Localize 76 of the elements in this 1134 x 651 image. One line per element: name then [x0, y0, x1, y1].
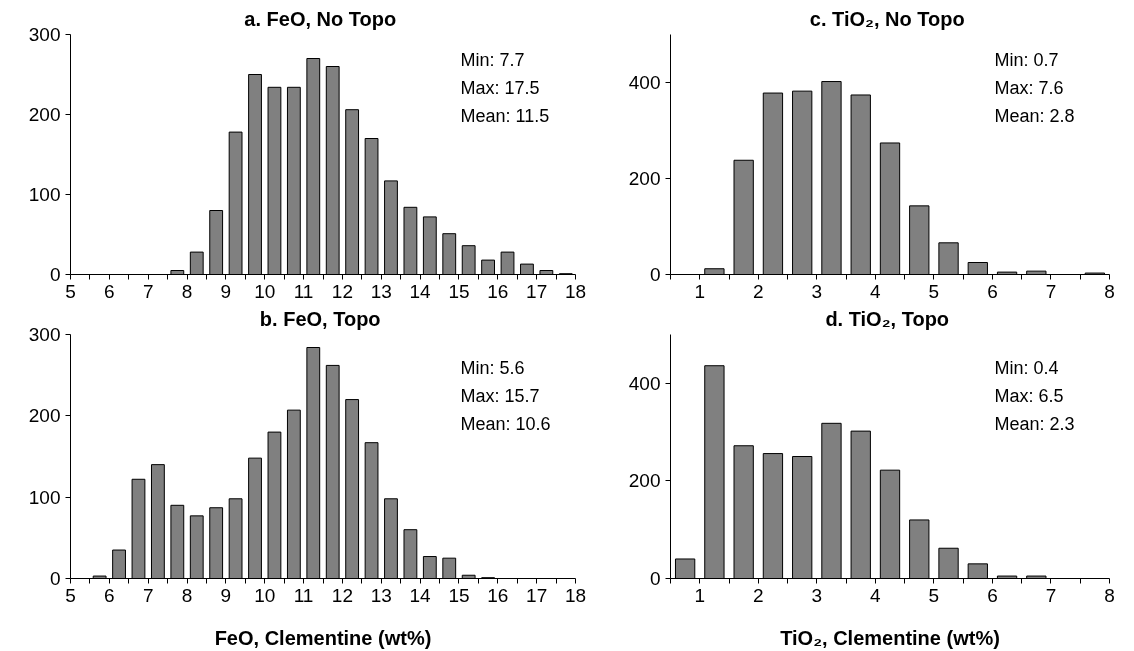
y-tick-label: 100 [28, 184, 61, 205]
x-tick-label: 8 [1104, 584, 1115, 606]
x-tick-label: 16 [487, 280, 509, 302]
x-tick-label: 10 [254, 584, 276, 606]
y-tick-label: 200 [28, 104, 61, 125]
x-tick-label: 8 [1104, 280, 1115, 302]
y-tick-label: 300 [28, 324, 61, 345]
x-tick-label: 8 [181, 280, 193, 302]
x-tick-label: 7 [1045, 280, 1057, 302]
annotation: Min: 5.6 [460, 357, 525, 378]
x-tick-label: 4 [870, 584, 882, 606]
chart-title: b. FeO, Topo [259, 307, 381, 330]
x-tick-label: 6 [104, 584, 115, 606]
annotation: Min: 0.4 [994, 357, 1059, 378]
x-tick-label: 14 [409, 280, 432, 302]
x-tick-label: 4 [870, 280, 882, 302]
x-tick-label: 2 [753, 280, 764, 302]
x-tick-label: 5 [928, 280, 940, 302]
annotation: Max: 15.7 [460, 385, 540, 406]
chart-title: a. FeO, No Topo [244, 7, 397, 30]
annotation: Mean: 2.8 [994, 105, 1075, 126]
x-tick-label: 15 [448, 280, 470, 302]
x-tick-label: 15 [448, 584, 470, 606]
y-tick-label: 400 [628, 72, 661, 93]
x-tick-label: 11 [293, 584, 314, 606]
x-tick-label: 5 [928, 584, 940, 606]
chart-title: d. TiO₂, Topo [825, 307, 950, 330]
x-tick-label: 17 [526, 280, 548, 302]
x-tick-label: 12 [331, 280, 353, 302]
annotation: Max: 7.6 [994, 77, 1064, 98]
x-tick-label: 6 [104, 280, 115, 302]
x-axis-title: FeO, Clementine (wt%) [214, 626, 432, 649]
y-tick-label: 200 [628, 168, 661, 189]
x-tick-label: 5 [65, 280, 76, 302]
x-tick-label: 6 [987, 584, 998, 606]
x-tick-label: 14 [409, 584, 432, 606]
annotation: Mean: 2.3 [994, 413, 1075, 434]
x-axis-title: TiO₂, Clementine (wt%) [780, 626, 1000, 649]
y-tick-label: 400 [628, 372, 661, 394]
x-tick-label: 18 [564, 584, 587, 606]
x-tick-label: 7 [1045, 584, 1057, 606]
x-tick-label: 10 [254, 280, 276, 302]
annotation: Mean: 10.6 [460, 413, 551, 434]
x-tick-label: 5 [65, 584, 76, 606]
x-tick-label: 11 [293, 280, 314, 302]
x-tick-label: 13 [370, 584, 392, 606]
y-tick-label: 0 [649, 264, 661, 285]
x-tick-label: 7 [142, 584, 154, 606]
x-tick-label: 7 [142, 280, 154, 302]
x-tick-label: 3 [811, 280, 823, 302]
x-tick-label: 9 [220, 584, 232, 606]
x-tick-label: 13 [370, 280, 392, 302]
x-tick-label: 2 [753, 584, 764, 606]
y-tick-label: 300 [28, 24, 61, 45]
y-tick-label: 0 [649, 568, 661, 589]
x-tick-label: 16 [487, 584, 509, 606]
annotation: Min: 7.7 [460, 49, 525, 70]
x-tick-label: 12 [331, 584, 353, 606]
x-tick-label: 3 [811, 584, 823, 606]
x-tick-label: 6 [987, 280, 998, 302]
y-tick-label: 0 [49, 264, 61, 285]
y-tick-label: 0 [49, 568, 61, 589]
chart-title: c. TiO₂, No Topo [809, 7, 965, 30]
annotation: Min: 0.7 [994, 49, 1059, 70]
x-tick-label: 1 [694, 584, 706, 606]
x-tick-label: 8 [181, 584, 193, 606]
annotation: Max: 6.5 [994, 385, 1064, 406]
x-tick-label: 17 [526, 584, 548, 606]
annotation: Mean: 11.5 [460, 105, 550, 126]
y-tick-label: 200 [628, 470, 661, 492]
y-tick-label: 100 [28, 486, 61, 508]
y-tick-label: 200 [28, 405, 61, 427]
annotation: Max: 17.5 [460, 77, 540, 98]
x-tick-label: 18 [564, 280, 587, 302]
x-tick-label: 1 [694, 280, 706, 302]
x-tick-label: 9 [220, 280, 232, 302]
